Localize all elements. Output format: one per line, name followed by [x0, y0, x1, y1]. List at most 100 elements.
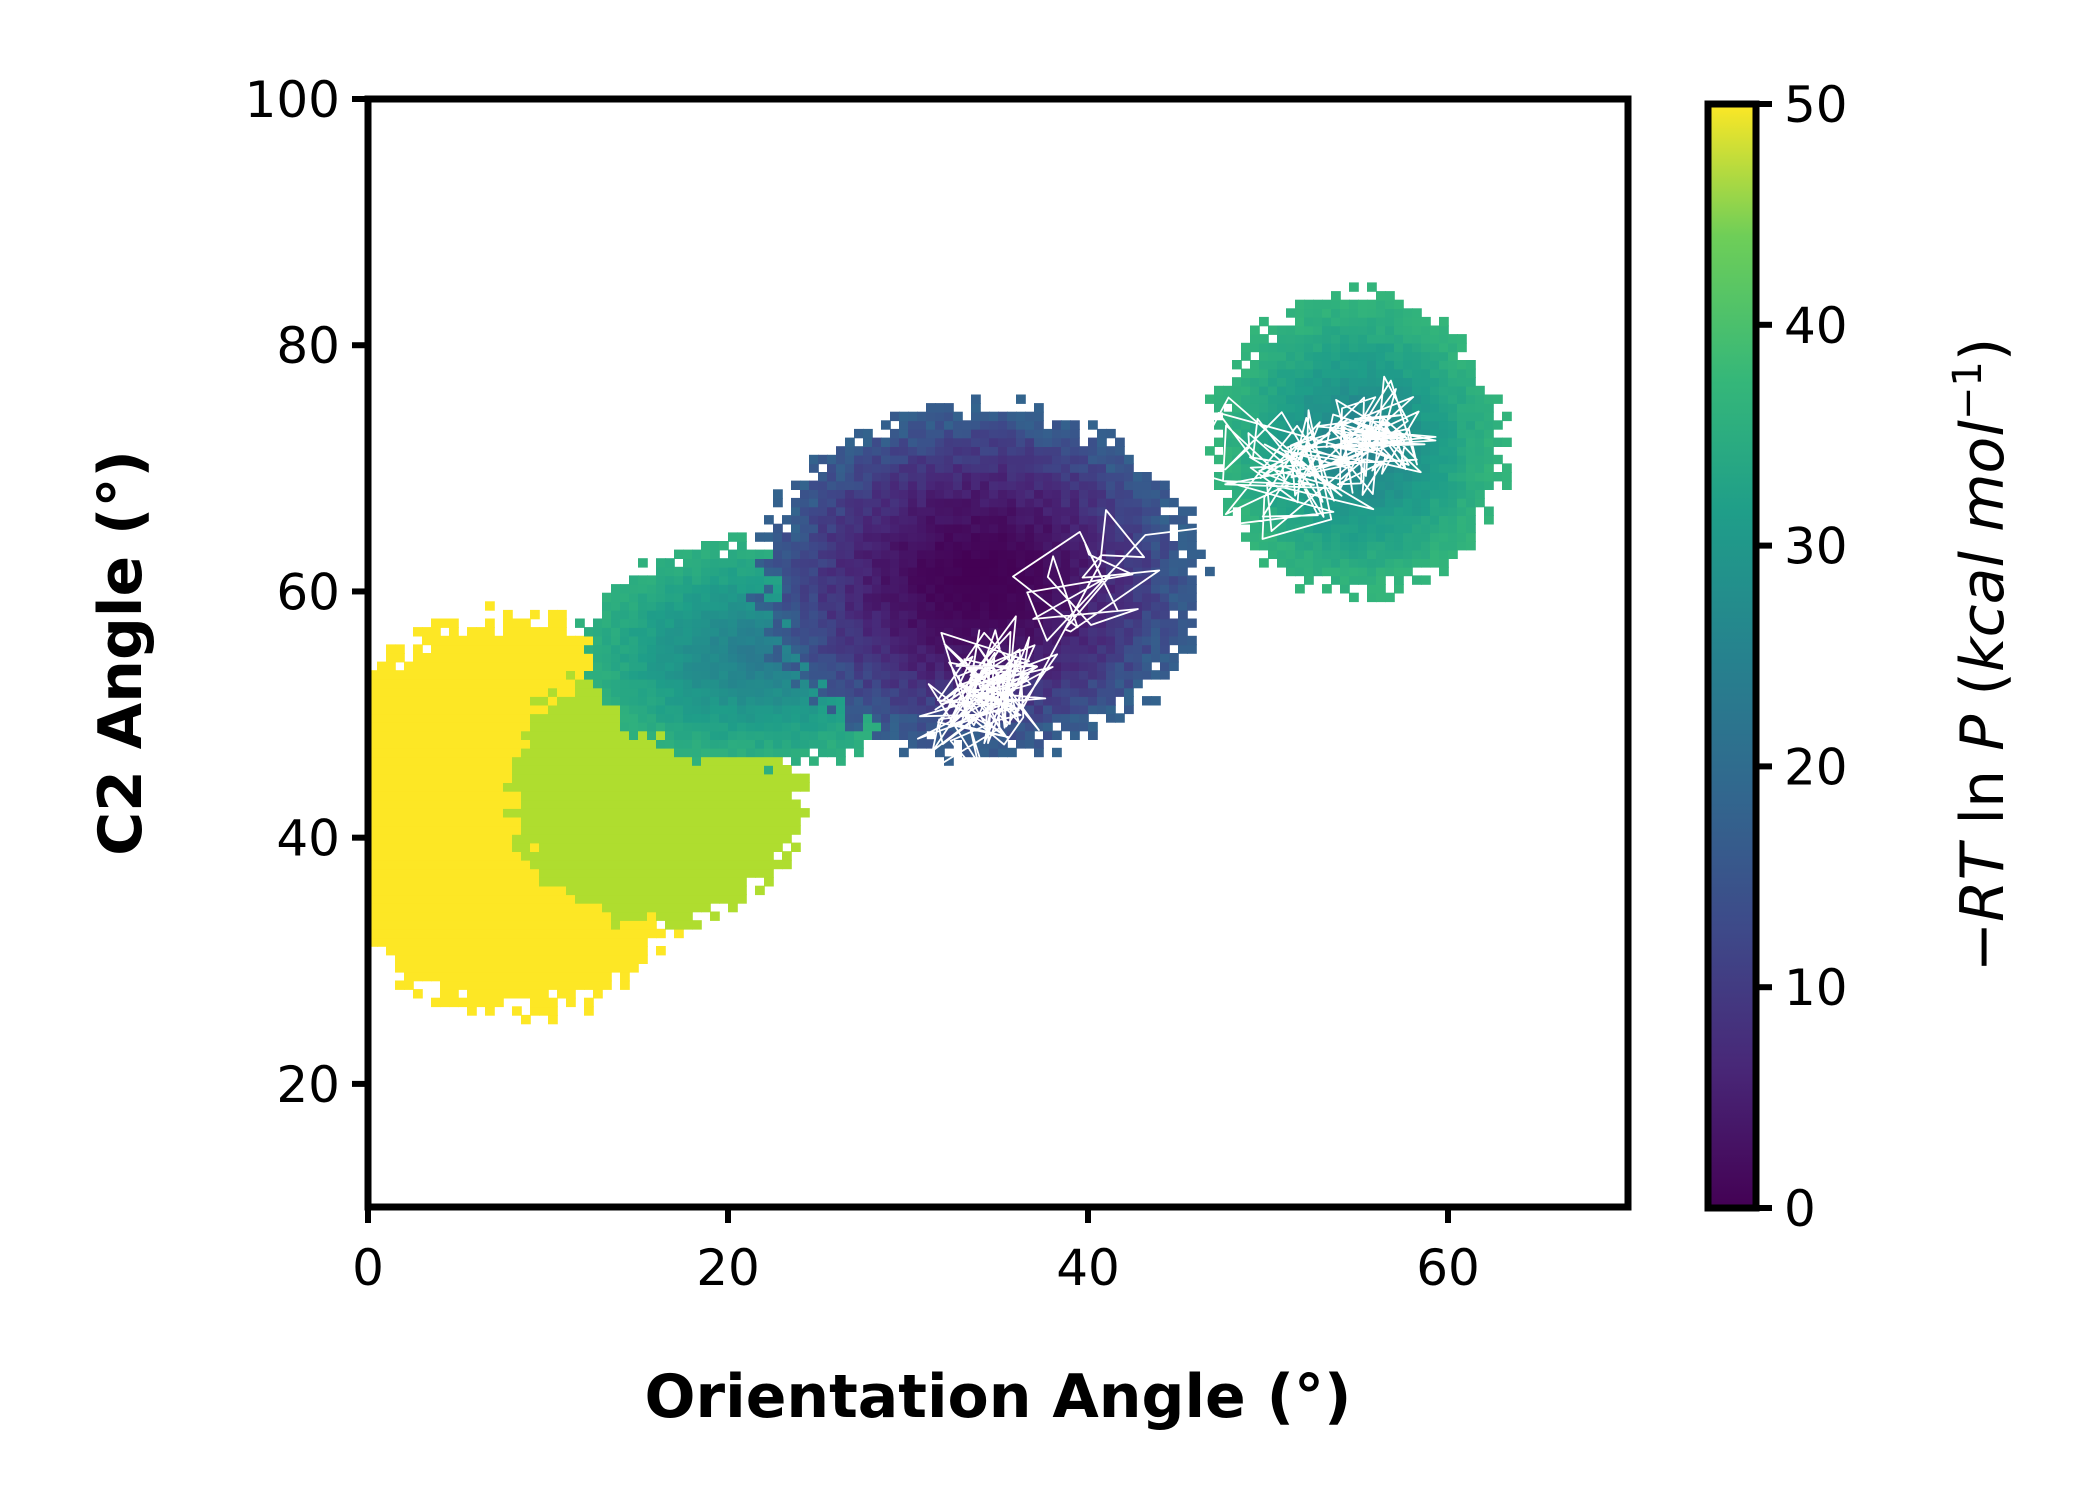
heatmap-cell [773, 842, 783, 852]
heatmap-cell [1034, 704, 1044, 715]
heatmap-cell [1349, 420, 1359, 430]
heatmap-cell [728, 609, 738, 620]
heatmap-cell [539, 670, 549, 680]
heatmap-cell [1070, 541, 1080, 551]
heatmap-cell [521, 790, 531, 801]
heatmap-cell [764, 618, 774, 628]
heatmap-cell [476, 954, 486, 964]
heatmap-cell [872, 592, 882, 603]
heatmap-cell [674, 618, 684, 628]
heatmap-cell [845, 696, 855, 706]
heatmap-cell [1349, 575, 1359, 585]
heatmap-cell [503, 799, 513, 809]
heatmap-cell [710, 558, 720, 568]
heatmap-cell [935, 549, 945, 559]
heatmap-cell [1124, 644, 1134, 654]
heatmap-cell [1115, 670, 1125, 680]
heatmap-cell [1115, 687, 1125, 697]
heatmap-cell [764, 877, 774, 887]
heatmap-cell [854, 523, 864, 534]
heatmap-cell [485, 790, 495, 801]
heatmap-cell [773, 773, 783, 783]
heatmap-cell [1151, 627, 1161, 637]
heatmap-cell [1286, 411, 1296, 422]
heatmap-cell [1421, 385, 1431, 396]
heatmap-cell [629, 799, 639, 809]
heatmap-cell [431, 902, 441, 913]
heatmap-cell [512, 739, 522, 749]
heatmap-cell [926, 480, 936, 490]
heatmap-cell [476, 894, 486, 904]
heatmap-cell [1295, 299, 1305, 310]
heatmap-cell [629, 739, 639, 749]
heatmap-cell [674, 678, 684, 689]
heatmap-cell [548, 644, 558, 654]
heatmap-cell [395, 799, 405, 809]
heatmap-cell [710, 678, 720, 689]
heatmap-cell [755, 592, 765, 603]
heatmap-cell [494, 730, 504, 740]
heatmap-cell [404, 920, 414, 930]
heatmap-cell [719, 653, 729, 663]
heatmap-cell [1277, 497, 1287, 508]
heatmap-cell [701, 566, 711, 577]
heatmap-cell [791, 523, 801, 534]
heatmap-cell [1286, 437, 1296, 447]
heatmap-cell [1376, 316, 1386, 327]
heatmap-cell [854, 678, 864, 689]
heatmap-cell [701, 808, 711, 818]
heatmap-cell [458, 997, 468, 1008]
heatmap-cell [854, 472, 864, 482]
heatmap-cell [1430, 334, 1440, 344]
heatmap-cell [1142, 575, 1152, 585]
free-energy-heatmap [368, 282, 1512, 1025]
heatmap-cell [944, 618, 954, 628]
colorbar-tick-label: 30 [1784, 518, 1848, 576]
heatmap-cell [854, 428, 864, 439]
heatmap-cell [449, 842, 459, 852]
heatmap-cell [962, 618, 972, 628]
heatmap-cell [1052, 472, 1062, 482]
heatmap-cell [1061, 446, 1071, 456]
heatmap-cell [1457, 437, 1467, 447]
heatmap-cell [386, 868, 396, 878]
heatmap-cell [701, 618, 711, 628]
heatmap-cell [548, 739, 558, 749]
heatmap-cell [1277, 377, 1287, 387]
heatmap-cell [674, 687, 684, 697]
heatmap-cell [710, 661, 720, 671]
heatmap-cell [1151, 635, 1161, 646]
heatmap-cell [530, 799, 540, 809]
heatmap-cell [998, 566, 1008, 577]
heatmap-cell [665, 894, 675, 904]
heatmap-cell [728, 575, 738, 585]
heatmap-cell [620, 609, 630, 620]
heatmap-cell [692, 644, 702, 654]
heatmap-cell [818, 704, 828, 715]
heatmap-cell [872, 506, 882, 516]
heatmap-cell [1466, 377, 1476, 387]
heatmap-cell [1052, 696, 1062, 706]
heatmap-cell [890, 721, 900, 732]
heatmap-cell [944, 584, 954, 594]
heatmap-cell [692, 859, 702, 870]
heatmap-cell [1439, 489, 1449, 499]
heatmap-cell [620, 782, 630, 792]
heatmap-cell [764, 825, 774, 835]
heatmap-cell [737, 859, 747, 870]
heatmap-cell [755, 584, 765, 594]
heatmap-cell [1097, 601, 1107, 611]
heatmap-cell [1079, 653, 1089, 663]
heatmap-cell [944, 446, 954, 456]
heatmap-cell [800, 687, 810, 697]
heatmap-cell [1457, 428, 1467, 439]
heatmap-cell [1349, 342, 1359, 353]
heatmap-cell [863, 515, 873, 525]
heatmap-cell [1466, 515, 1476, 525]
heatmap-cell [386, 902, 396, 913]
heatmap-cell [566, 842, 576, 852]
heatmap-cell [845, 532, 855, 542]
heatmap-cell [1403, 360, 1413, 370]
heatmap-cell [764, 661, 774, 671]
heatmap-cell [1142, 609, 1152, 620]
